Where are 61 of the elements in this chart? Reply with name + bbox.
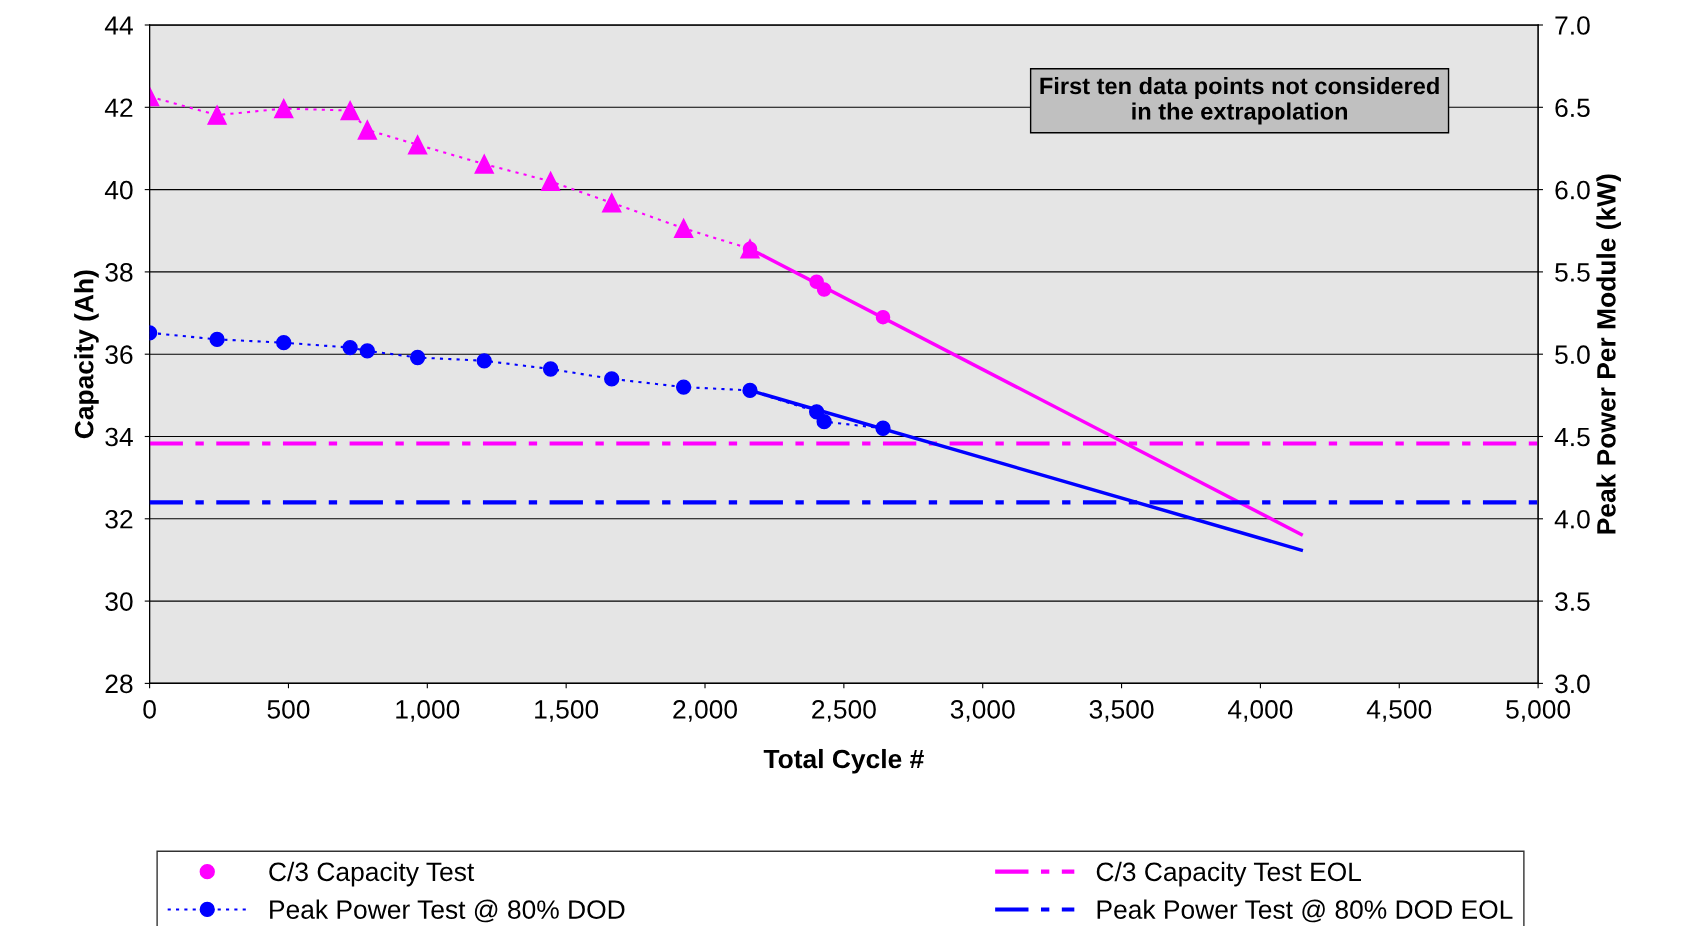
legend-label: C/3 Capacity Test [269, 861, 475, 887]
legend-label: C/3 Capacity Test EOL [1096, 861, 1362, 887]
y-tick-label: 30 [105, 592, 133, 611]
annotation: First ten data points not considered in the extrapolation [1040, 77, 1439, 125]
point [357, 120, 378, 140]
x-tick-label: 5,000 [1506, 700, 1571, 722]
point [340, 100, 360, 121]
point [875, 420, 891, 436]
point [209, 331, 225, 348]
y2-tick-label: 5.0 [1555, 345, 1590, 365]
point [542, 361, 559, 377]
x-tick-label: 2,500 [812, 700, 876, 722]
x-tick-label: 1,500 [535, 700, 599, 722]
y-axis-title: Capacity (Ah) [74, 270, 99, 439]
y-tick-label: 38 [105, 263, 133, 282]
y2-axis-title: Peak Power Per Module (kW) [1596, 174, 1621, 534]
x-tick-label: 2,000 [673, 700, 737, 722]
point [601, 193, 622, 213]
point [359, 343, 375, 359]
point [274, 98, 294, 119]
point [675, 379, 692, 395]
y-tick-label: 36 [105, 345, 133, 365]
point [875, 309, 891, 325]
y-tick-label: 34 [105, 427, 133, 447]
y-tick-label: 28 [105, 674, 133, 694]
legend-label: Peak Power Test @ 80% DOD [270, 899, 625, 923]
x-tick-label: 4,500 [1366, 700, 1432, 722]
point [816, 282, 832, 297]
point [276, 335, 292, 351]
y-tick-label: 42 [104, 98, 133, 117]
point [474, 154, 494, 174]
y2-tick-label: 4.5 [1554, 427, 1590, 447]
y2-tick-label: 6.0 [1555, 180, 1590, 200]
point [742, 382, 758, 399]
y2-tick-label: 7.0 [1555, 16, 1590, 35]
legend-label: Peak Power Test @ 80% DOD EOL [1097, 899, 1513, 923]
x-tick-label: 1,000 [396, 700, 460, 722]
y2-tick-label: 5.5 [1555, 263, 1590, 282]
x-axis-title: Total Cycle # [763, 748, 924, 774]
x-tick-label: 0 [143, 700, 156, 719]
point [342, 339, 358, 356]
point [407, 135, 428, 155]
point [207, 105, 227, 125]
y2-tick-label: 3.0 [1555, 674, 1590, 694]
y-tick-label: 32 [105, 509, 133, 529]
y2-tick-label: 3.5 [1555, 592, 1590, 611]
x-tick-label: 500 [267, 700, 310, 719]
point [540, 171, 561, 192]
point [673, 218, 694, 239]
point [809, 404, 825, 420]
y2-tick-label: 4.0 [1554, 509, 1590, 529]
point [604, 371, 620, 387]
point [476, 353, 492, 369]
x-tick-label: 4,000 [1228, 700, 1293, 722]
y-tick-label: 44 [104, 16, 133, 35]
point [816, 414, 832, 430]
x-tick-label: 3,000 [950, 700, 1015, 722]
point [409, 349, 426, 366]
y2-tick-label: 6.5 [1555, 98, 1590, 118]
x-tick-label: 3,500 [1089, 700, 1154, 722]
y-tick-label: 40 [104, 180, 133, 200]
